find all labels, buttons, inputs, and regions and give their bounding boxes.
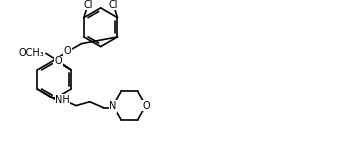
Text: OCH₃: OCH₃	[18, 48, 44, 58]
Text: Cl: Cl	[83, 0, 93, 10]
Text: O: O	[55, 56, 62, 66]
Text: N: N	[109, 103, 117, 113]
Text: O: O	[142, 101, 150, 111]
Text: N: N	[109, 101, 117, 111]
Text: Cl: Cl	[109, 0, 118, 10]
Text: NH: NH	[55, 95, 70, 105]
Text: O: O	[64, 46, 71, 56]
